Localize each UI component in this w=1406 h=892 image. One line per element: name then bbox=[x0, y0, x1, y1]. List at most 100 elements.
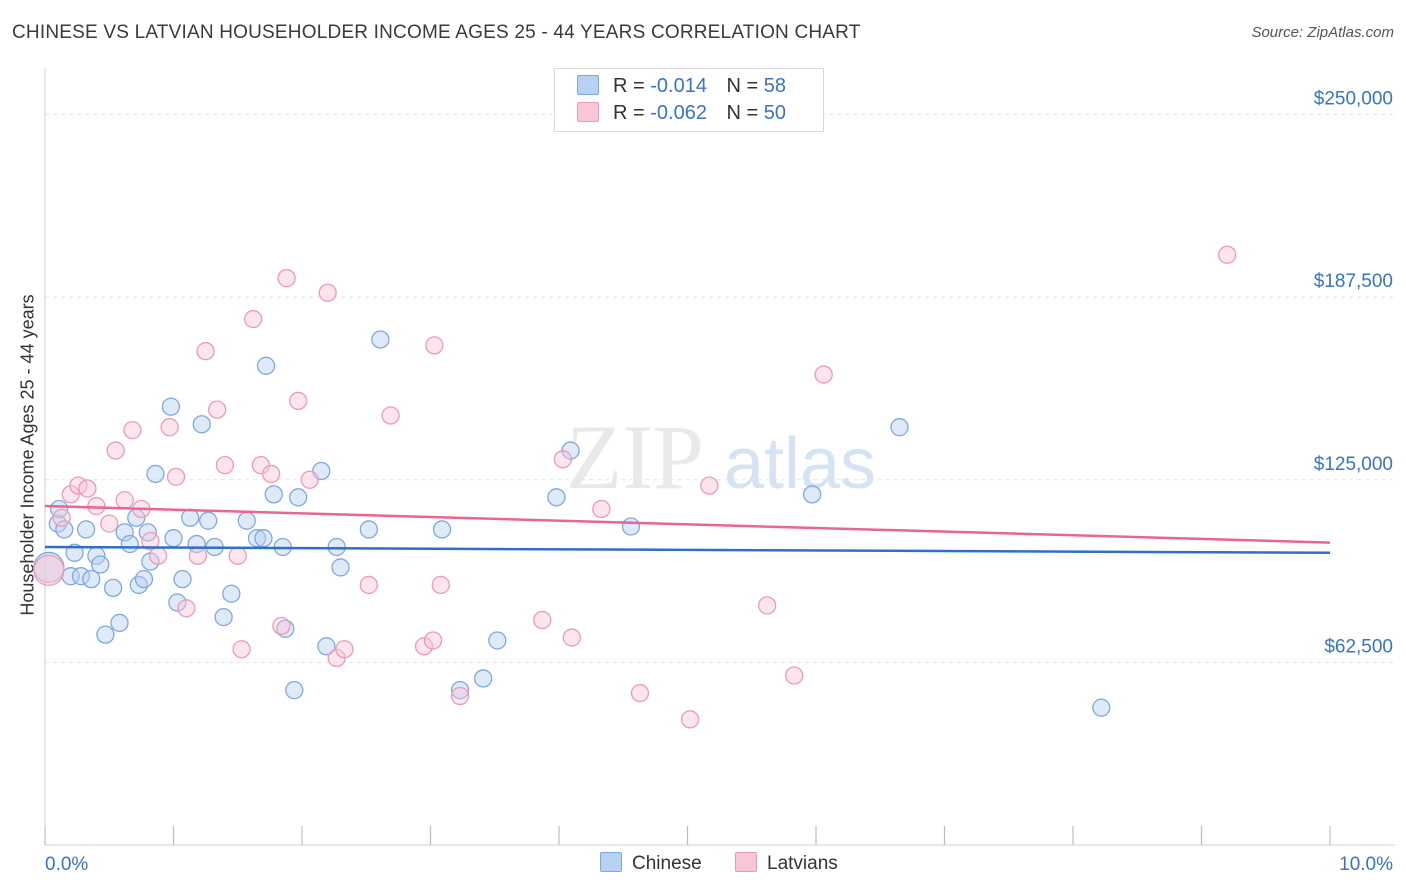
latvians-point bbox=[115, 491, 134, 510]
latvians-trend-line bbox=[44, 504, 1331, 544]
chinese-point bbox=[161, 397, 181, 416]
latvians-point bbox=[562, 628, 581, 647]
chinese-point bbox=[120, 534, 139, 554]
chinese-point bbox=[110, 613, 129, 633]
tick-labels: $62,500 $125,000 $187,500 $250,000 0.0% 10.0% bbox=[45, 89, 1393, 875]
chinese-point bbox=[1092, 698, 1111, 717]
latvians-point bbox=[106, 441, 125, 460]
bottom-legend-latvians: Latvians bbox=[735, 852, 838, 875]
chinese-point bbox=[254, 529, 273, 548]
latvians-point bbox=[300, 470, 319, 489]
watermark-zip: ZIP bbox=[566, 406, 704, 508]
axes bbox=[44, 68, 1395, 846]
chinese-point bbox=[214, 607, 233, 627]
latvians-point bbox=[52, 508, 71, 527]
y-tick-label: $125,000 bbox=[1314, 454, 1393, 475]
chinese-point bbox=[256, 356, 276, 375]
latvians-point bbox=[700, 476, 719, 495]
chinese-point bbox=[146, 464, 165, 484]
latvians-point bbox=[1218, 245, 1237, 264]
bottom-legend-chinese: Chinese bbox=[600, 852, 702, 875]
latvians-point bbox=[188, 546, 208, 565]
latvians-point bbox=[244, 309, 263, 329]
chinese-legend-label: Chinese bbox=[632, 853, 702, 874]
latvians-point bbox=[335, 640, 354, 659]
latvians-point bbox=[431, 575, 450, 595]
legend-row-latvians: R = -0.062 N = 50 bbox=[577, 102, 786, 126]
latvians-point bbox=[160, 418, 179, 437]
latvians-point bbox=[196, 342, 215, 361]
y-tick-label: $250,000 bbox=[1314, 89, 1393, 110]
chinese-point bbox=[359, 520, 378, 539]
chinese-point bbox=[134, 569, 154, 589]
latvians-point bbox=[87, 496, 106, 516]
chinese-point bbox=[222, 584, 241, 603]
chinese-point bbox=[450, 680, 470, 700]
chinese-point bbox=[288, 488, 308, 507]
chinese-point bbox=[96, 625, 115, 644]
chinese-point bbox=[91, 555, 110, 574]
r-label: R = bbox=[613, 102, 645, 124]
chinese-point bbox=[488, 631, 507, 650]
latvians-point bbox=[785, 666, 804, 685]
chinese-r-value: -0.014 bbox=[650, 75, 707, 97]
latvians-point bbox=[381, 406, 400, 425]
chinese-trend-line bbox=[44, 545, 1331, 555]
chinese-point bbox=[103, 578, 123, 598]
chinese-swatch bbox=[577, 75, 599, 95]
chinese-point bbox=[621, 517, 641, 536]
r-label: R = bbox=[613, 75, 645, 97]
latvians-point bbox=[228, 546, 247, 565]
latvians-point bbox=[758, 596, 777, 615]
latvians-swatch bbox=[577, 102, 599, 122]
latvians-r-value: -0.062 bbox=[650, 102, 707, 124]
chinese-point bbox=[65, 543, 84, 562]
chinese-point bbox=[181, 508, 200, 527]
chinese-point bbox=[115, 523, 134, 542]
chinese-point bbox=[76, 520, 96, 539]
chinese-point bbox=[371, 330, 390, 349]
latvians-point bbox=[450, 686, 470, 706]
latvians-point bbox=[215, 456, 235, 475]
latvians-point bbox=[100, 514, 119, 533]
latvians-point bbox=[318, 283, 337, 302]
latvians-point bbox=[592, 499, 611, 519]
legend-row-chinese: R = -0.014 N = 58 bbox=[577, 75, 786, 99]
latvians-legend-swatch bbox=[735, 852, 757, 872]
source-label: Source: ZipAtlas.com bbox=[1251, 24, 1394, 41]
chinese-n-value: 58 bbox=[763, 75, 787, 97]
latvians-point bbox=[425, 336, 444, 355]
chinese-point bbox=[168, 593, 187, 612]
chinese-point bbox=[55, 520, 74, 539]
latvians-point bbox=[414, 637, 434, 656]
latvians-point bbox=[177, 599, 196, 618]
chinese-point bbox=[432, 520, 452, 539]
chinese-point bbox=[164, 529, 183, 548]
chinese-point bbox=[327, 537, 346, 557]
chinese-point bbox=[890, 418, 909, 437]
y-tick-label: $187,500 bbox=[1314, 271, 1393, 292]
chinese-point bbox=[331, 558, 350, 577]
chinese-point bbox=[237, 511, 256, 530]
latvians-n-value: 50 bbox=[763, 102, 787, 124]
latvians-point bbox=[141, 531, 160, 551]
latvians-point bbox=[423, 631, 443, 650]
latvians-legend-label: Latvians bbox=[767, 853, 838, 874]
chinese-point bbox=[129, 575, 148, 595]
latvians-point bbox=[232, 640, 251, 659]
latvians-point bbox=[33, 554, 65, 586]
latvians-point bbox=[814, 365, 833, 384]
latvians-point bbox=[680, 710, 700, 729]
latvians-point bbox=[262, 464, 281, 484]
chinese-point bbox=[192, 415, 211, 434]
chinese-legend-swatch bbox=[600, 852, 622, 872]
x-tick-label: 0.0% bbox=[45, 854, 88, 875]
x-tick-label: 10.0% bbox=[1339, 854, 1393, 875]
chinese-point bbox=[173, 569, 192, 589]
y-tick-label: $62,500 bbox=[1324, 636, 1393, 657]
latvians-point bbox=[277, 269, 296, 288]
stats-legend: R = -0.014 N = 58 R = -0.062 N = 50 bbox=[554, 68, 824, 132]
watermark-atlas: atlas bbox=[724, 424, 876, 504]
latvians-point bbox=[166, 467, 186, 486]
